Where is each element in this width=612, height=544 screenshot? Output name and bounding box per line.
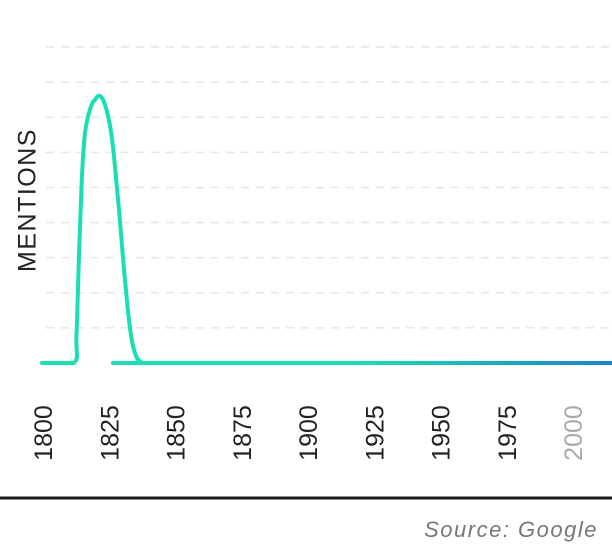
x-tick-label: 1800 [30, 405, 58, 461]
x-tick-label: 2000 [560, 405, 588, 461]
x-tick-label: 1850 [163, 405, 191, 461]
gridlines [46, 46, 612, 329]
series-layer [40, 93, 612, 366]
x-tick-label: 1875 [229, 405, 257, 461]
x-tick-label: 1950 [428, 405, 456, 461]
y-axis-label: MENTIONS [14, 128, 42, 272]
x-tick-label: 1975 [494, 405, 522, 461]
x-tick-label: 1900 [295, 405, 323, 461]
x-axis-ticks: 1800 1825 1850 1875 1900 1925 1950 1975 2000 [30, 405, 588, 461]
series-line-mentions [40, 93, 612, 366]
source-note: Source: Google [424, 517, 598, 542]
x-tick-label: 1825 [96, 405, 124, 461]
x-tick-label: 1925 [361, 405, 389, 461]
